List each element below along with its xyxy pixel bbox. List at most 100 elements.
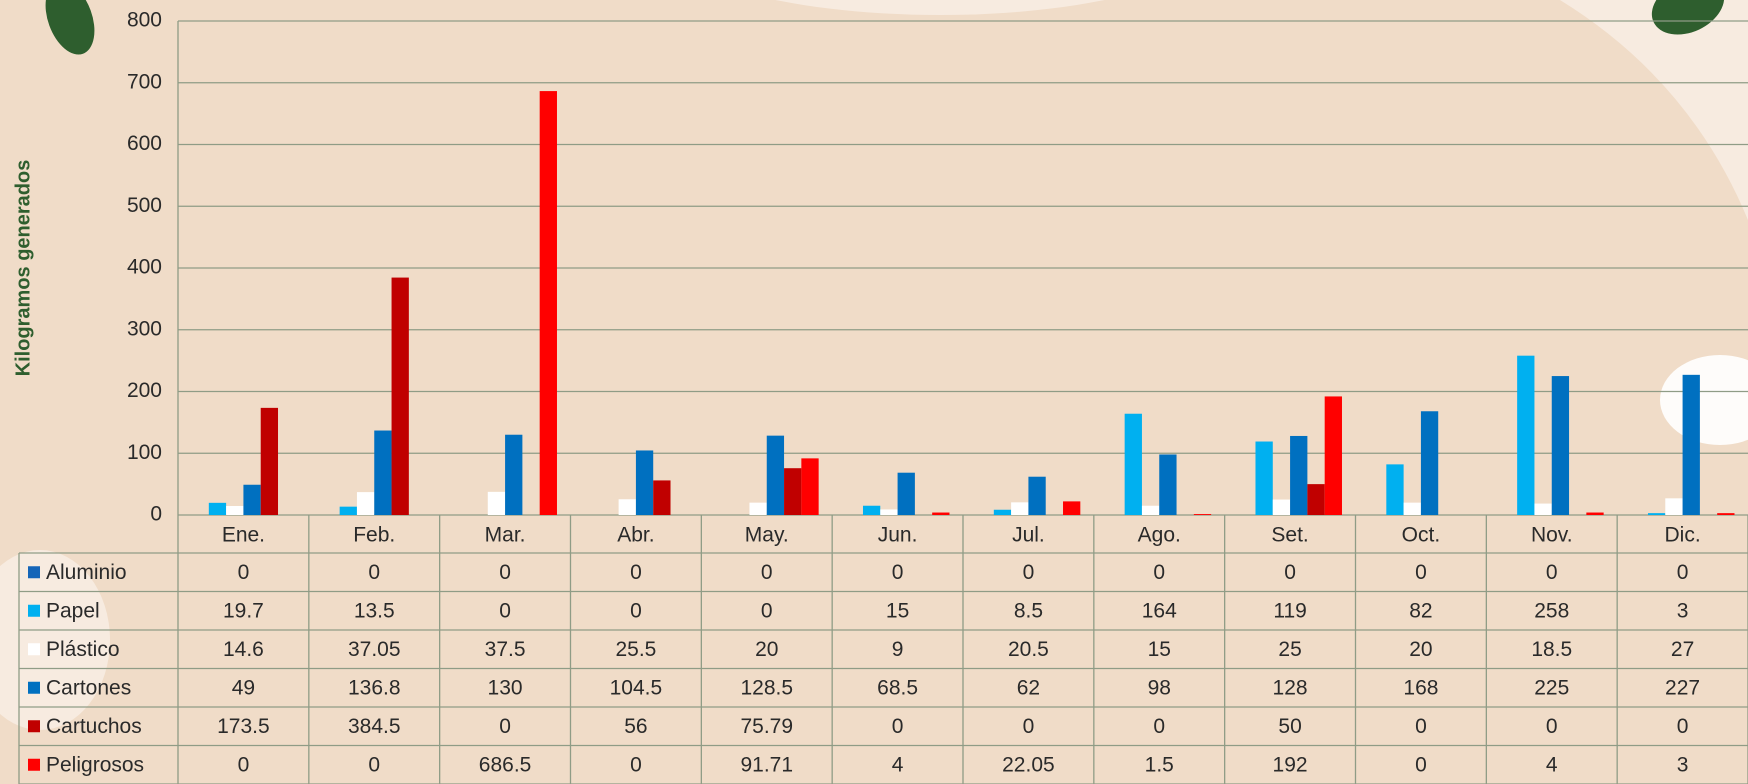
table-value: 227	[1665, 676, 1700, 699]
legend-label: Aluminio	[46, 561, 127, 584]
x-tick-label: Abr.	[617, 524, 654, 547]
bar	[374, 430, 392, 515]
table-value: 0	[892, 715, 904, 738]
x-tick-label: Jul.	[1012, 524, 1045, 547]
bar	[1141, 505, 1160, 515]
bar	[1063, 501, 1081, 515]
table-value: 128.5	[740, 676, 793, 699]
decor-leaf	[45, 0, 95, 55]
y-tick-label: 400	[127, 256, 162, 279]
decor-cloud	[1660, 355, 1748, 445]
bar	[487, 491, 506, 515]
bar	[1717, 513, 1735, 515]
table-value: 18.5	[1531, 638, 1572, 661]
table-value: 0	[499, 561, 511, 584]
table-value: 3	[1677, 599, 1689, 622]
y-tick-label: 800	[127, 9, 162, 32]
bar	[1517, 355, 1535, 515]
legend-label: Plástico	[46, 638, 120, 661]
table-value: 4	[1546, 753, 1558, 776]
bar	[635, 450, 654, 515]
bar	[1324, 396, 1342, 515]
table-value: 75.79	[740, 715, 793, 738]
legend-label: Cartuchos	[46, 715, 142, 738]
table-value: 91.71	[740, 753, 793, 776]
table-value: 104.5	[610, 676, 663, 699]
bar	[391, 277, 409, 515]
bar	[1193, 514, 1212, 515]
table-value: 0	[1677, 715, 1689, 738]
table-value: 0	[761, 599, 773, 622]
bar	[618, 499, 636, 515]
table-value: 130	[488, 676, 523, 699]
table-value: 0	[1153, 715, 1165, 738]
y-tick-label: 600	[127, 132, 162, 155]
table-value: 22.05	[1002, 753, 1055, 776]
table-value: 225	[1534, 676, 1569, 699]
table-value: 37.5	[485, 638, 526, 661]
table-value: 0	[630, 753, 642, 776]
x-tick-label: Set.	[1271, 524, 1308, 547]
table-value: 0	[1415, 561, 1427, 584]
table-value: 25.5	[615, 638, 656, 661]
table-value: 0	[368, 561, 380, 584]
table-value: 192	[1273, 753, 1308, 776]
table-value: 82	[1409, 599, 1432, 622]
bar	[1420, 411, 1439, 515]
x-tick-label: Ene.	[222, 524, 265, 547]
bar	[1647, 513, 1666, 515]
table-value: 686.5	[479, 753, 532, 776]
bar	[226, 505, 244, 515]
table-value: 15	[1148, 638, 1171, 661]
bar	[897, 472, 915, 515]
bar	[356, 492, 375, 515]
bar	[653, 480, 671, 515]
bar	[1386, 464, 1404, 515]
legend-key	[28, 681, 40, 694]
table-value: 0	[761, 561, 773, 584]
bar	[880, 509, 898, 515]
table-value: 49	[232, 676, 255, 699]
y-tick-label: 100	[127, 441, 162, 464]
bar	[784, 468, 802, 515]
bar	[766, 435, 785, 515]
table-value: 8.5	[1014, 599, 1043, 622]
table-value: 14.6	[223, 638, 264, 661]
y-tick-label: 700	[127, 70, 162, 93]
table-value: 128	[1273, 676, 1308, 699]
legend-key	[28, 566, 40, 579]
bar	[1124, 413, 1142, 515]
table-value: 119	[1273, 599, 1306, 622]
table-value: 9	[892, 638, 904, 661]
table-value: 0	[368, 753, 380, 776]
bar	[1682, 374, 1700, 515]
table-value: 20	[755, 638, 778, 661]
table-value: 56	[624, 715, 647, 738]
table-value: 0	[1023, 561, 1035, 584]
table-value: 0	[1415, 753, 1427, 776]
x-tick-label: Dic.	[1664, 524, 1700, 547]
table-value: 0	[630, 599, 642, 622]
bar	[1272, 499, 1291, 515]
table-value: 0	[892, 561, 904, 584]
table-value: 19.7	[223, 599, 264, 622]
table-value: 173.5	[217, 715, 270, 738]
bar	[1290, 435, 1308, 515]
table-value: 0	[499, 715, 511, 738]
bar	[1551, 376, 1570, 515]
bar	[1028, 476, 1046, 515]
table-value: 3	[1677, 753, 1689, 776]
x-tick-label: Jun.	[878, 524, 918, 547]
bar	[1255, 441, 1273, 515]
legend-key	[28, 604, 40, 617]
decor-cloud	[0, 550, 110, 730]
table-value: 27	[1671, 638, 1694, 661]
table-value: 37.05	[348, 638, 401, 661]
table-value: 384.5	[348, 715, 401, 738]
table-value: 0	[238, 753, 250, 776]
legend-label: Papel	[46, 599, 100, 622]
y-tick-label: 500	[127, 194, 162, 217]
x-tick-label: Nov.	[1531, 524, 1573, 547]
table-value: 25	[1278, 638, 1301, 661]
